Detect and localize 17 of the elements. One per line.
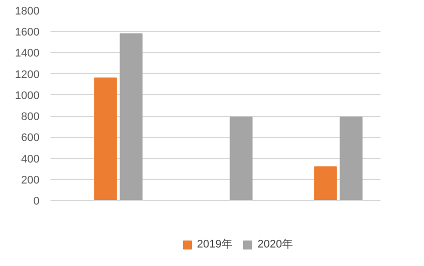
y-tick-label: 1600: [15, 26, 40, 39]
y-tick-label: 400: [21, 153, 40, 166]
y-tick-label: 800: [21, 111, 40, 124]
legend-label: 2020年: [258, 238, 293, 252]
y-tick-label: 1400: [15, 48, 40, 60]
y-tick-label: 1000: [15, 90, 40, 102]
y-tick-label: 1200: [15, 68, 40, 81]
y-tick-label: 0: [33, 196, 40, 208]
bar: [120, 33, 143, 200]
bar: [340, 116, 363, 200]
y-tick-label: 600: [21, 132, 40, 144]
bar: [230, 116, 253, 200]
legend-label: 2019年: [197, 238, 232, 252]
bar: [94, 78, 117, 200]
y-tick-label: 200: [21, 174, 40, 186]
bar: [314, 166, 337, 200]
y-tick-label: 1800: [15, 6, 40, 18]
